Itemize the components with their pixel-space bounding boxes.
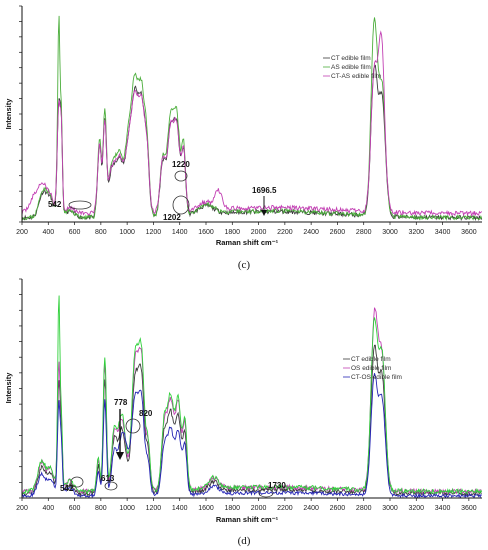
annotation-ring-542-c — [68, 200, 92, 210]
legend-entry-d-2: OS edible film — [351, 365, 391, 372]
x-tick-label-d-8: 1800 — [224, 505, 240, 512]
x-tick-label-d-3: 800 — [95, 505, 107, 512]
x-tick-label-d-14: 3000 — [382, 505, 398, 512]
annotations-c: 542 1220 1202 1696.5 — [48, 160, 277, 222]
spectrum-line-d-blue — [21, 373, 482, 499]
annotation-1730-d: 1730 — [268, 481, 286, 490]
spectrum-line-c-ct — [21, 64, 483, 222]
x-tick-label-c-13: 2800 — [356, 229, 372, 236]
annotation-778-d: 778 — [114, 398, 128, 407]
annotation-ring-820-d — [125, 418, 141, 434]
x-axis-label-d: Raman shift cm⁻¹ — [216, 515, 279, 524]
x-tick-label-d-4: 1000 — [119, 505, 135, 512]
annotations-d: 542 613 778 820 1730 — [60, 398, 286, 498]
x-tick-label-d-15: 3200 — [408, 505, 424, 512]
annotation-ring-1220-c — [174, 170, 188, 182]
spectrum-line-c-ctas — [21, 30, 483, 217]
legend-entry-d-3: CT-OS edible film — [351, 374, 402, 381]
annotation-ring-542-d — [70, 476, 84, 488]
x-tick-label-c-17: 3600 — [461, 229, 477, 236]
x-tick-label-c-14: 3000 — [382, 229, 398, 236]
x-tick-label-d-10: 2200 — [277, 505, 293, 512]
annotation-542-c: 542 — [48, 200, 62, 209]
x-tick-label-c-6: 1400 — [172, 229, 188, 236]
x-tick-label-d-17: 3600 — [461, 505, 477, 512]
y-axis-label-c: Intensity — [4, 98, 13, 130]
x-tick-label-d-1: 400 — [42, 505, 54, 512]
spectrum-line-d-ctos — [21, 295, 483, 496]
x-tick-label-d-13: 2800 — [356, 505, 372, 512]
chart-panel-d: 200 400 600 800 1000 1200 1400 1600 1800 2000 2200… — [4, 278, 483, 547]
annotation-1202-c: 1202 — [163, 213, 181, 222]
annotation-542-d: 542 — [60, 484, 74, 493]
x-tick-label-c-3: 800 — [95, 229, 107, 236]
annotation-ring-1202-c — [172, 195, 190, 215]
x-tick-label-c-7: 1600 — [198, 229, 214, 236]
x-tick-label-d-12: 2600 — [330, 505, 346, 512]
legend-entry-c-3: CT-AS edible film — [331, 73, 381, 80]
annotation-1696-c: 1696.5 — [252, 186, 277, 195]
legend-entry-c-1: CT edible film — [331, 55, 371, 62]
annotation-arrowhead-1696-c — [261, 210, 267, 216]
annotation-1220-c: 1220 — [172, 160, 190, 169]
x-tick-label-d-7: 1600 — [198, 505, 214, 512]
spectrum-line-d-os — [21, 307, 482, 495]
x-axis-label-c: Raman shift cm⁻¹ — [216, 238, 279, 247]
annotation-arrowhead-778-d — [116, 452, 124, 460]
x-tick-label-c-0: 200 — [16, 229, 28, 236]
x-tick-label-d-16: 3400 — [435, 505, 451, 512]
x-tick-label-d-0: 200 — [16, 505, 28, 512]
x-tick-label-c-10: 2200 — [277, 229, 293, 236]
annotation-ring-613-d — [104, 481, 118, 491]
spectrum-line-d-ct — [21, 344, 482, 498]
x-tick-label-c-2: 600 — [69, 229, 81, 236]
plot-area-c — [21, 15, 483, 222]
legend-c: CT edible film AS edible film CT-AS edib… — [323, 55, 381, 80]
annotation-820-d: 820 — [139, 409, 153, 418]
x-ticks-c: 200 400 600 800 1000 1200 1400 1600 1800 2000 2200… — [16, 222, 477, 236]
legend-d: CT edible film OS edible film CT-OS edib… — [343, 356, 402, 381]
annotation-613-d: 613 — [101, 474, 115, 483]
chart-panel-c: 200 400 600 800 1000 1200 1400 1600 1800 2000 2200… — [4, 5, 483, 271]
x-tick-label-d-6: 1400 — [172, 505, 188, 512]
x-tick-label-c-9: 2000 — [251, 229, 267, 236]
x-tick-label-c-11: 2400 — [303, 229, 319, 236]
annotation-ring-1730-d — [258, 488, 274, 498]
plot-area-d — [21, 295, 483, 499]
panel-label-d: (d) — [238, 535, 251, 547]
legend-entry-d-1: CT edible film — [351, 356, 391, 363]
y-ticks-c — [19, 5, 22, 223]
legend-entry-c-2: AS edible film — [331, 64, 371, 71]
x-tick-label-c-16: 3400 — [435, 229, 451, 236]
x-tick-label-c-5: 1200 — [146, 229, 162, 236]
x-tick-label-d-5: 1200 — [146, 505, 162, 512]
x-tick-label-c-15: 3200 — [408, 229, 424, 236]
x-tick-label-d-2: 600 — [69, 505, 81, 512]
x-tick-label-d-11: 2400 — [303, 505, 319, 512]
panel-label-c: (c) — [238, 259, 251, 271]
x-tick-label-d-9: 2000 — [251, 505, 267, 512]
x-tick-label-c-1: 400 — [42, 229, 54, 236]
x-ticks-d: 200 400 600 800 1000 1200 1400 1600 1800 2000 2200… — [16, 498, 477, 512]
y-axis-label-d: Intensity — [4, 372, 13, 404]
y-ticks-d — [19, 278, 22, 499]
x-tick-label-c-4: 1000 — [119, 229, 135, 236]
x-tick-label-c-8: 1800 — [224, 229, 240, 236]
x-tick-label-c-12: 2600 — [330, 229, 346, 236]
